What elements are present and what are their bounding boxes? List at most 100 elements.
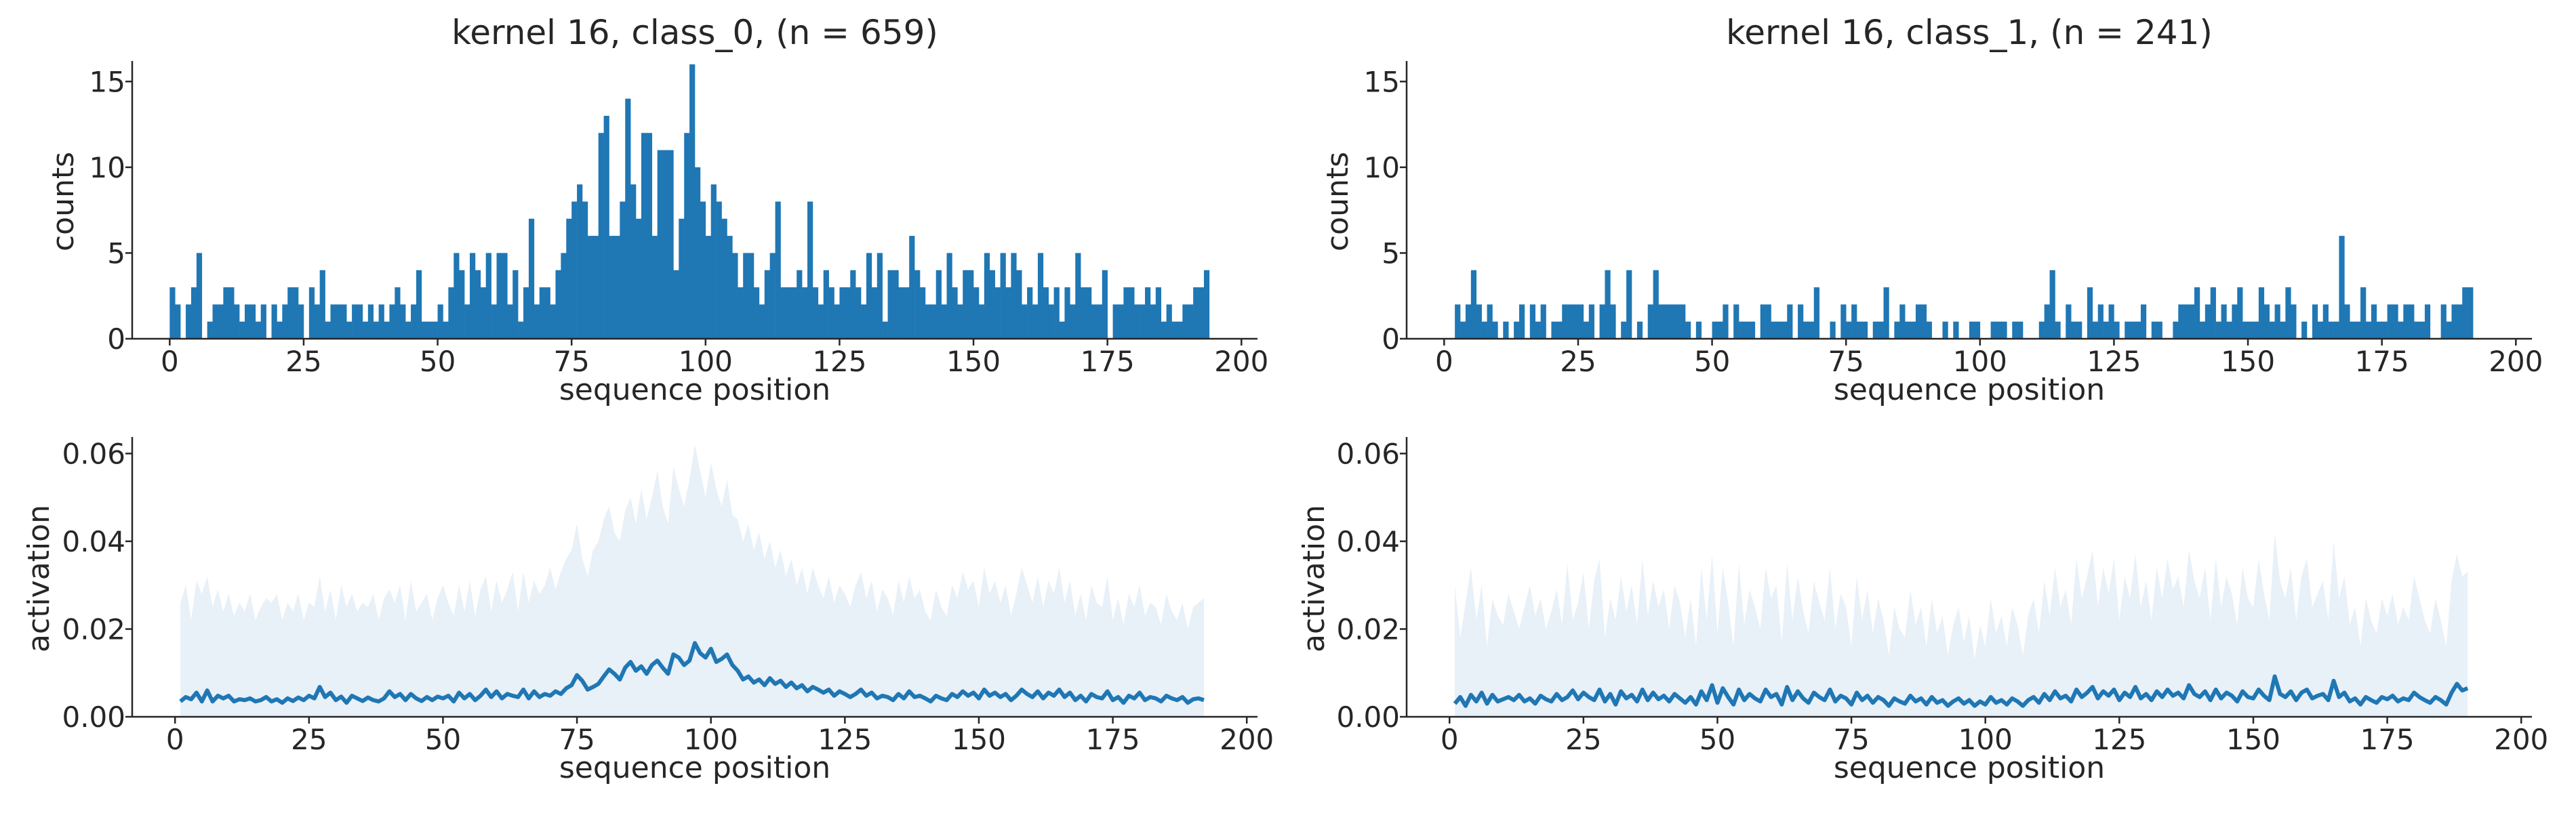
histogram-bar [1953, 321, 1959, 339]
histogram-bar [727, 236, 733, 339]
y-tick-label: 15 [1364, 65, 1400, 98]
histogram-bar [2291, 304, 2297, 339]
histogram-bar [491, 304, 497, 339]
histogram-bar [1857, 321, 1863, 339]
histogram-bar [1990, 321, 1996, 339]
x-axis-label: sequence position [1834, 373, 2105, 407]
x-axis-label: sequence position [559, 751, 830, 785]
histogram-bar [2237, 287, 2243, 339]
histogram-bar [1830, 321, 1836, 339]
histogram-bar [1905, 321, 1911, 339]
histogram-bar [2365, 321, 2372, 339]
histogram-bar [196, 253, 203, 339]
x-tick-label: 0 [1441, 723, 1459, 756]
histogram-bar [2446, 321, 2452, 339]
histogram-bar [1481, 321, 1487, 339]
histogram-bar [485, 253, 491, 339]
x-tick-label: 75 [1828, 345, 1864, 378]
histogram-bar [978, 304, 985, 339]
histogram-bar [475, 270, 481, 339]
histogram-bar [2274, 304, 2280, 339]
histogram-bar [2440, 304, 2447, 339]
histogram-bar [2462, 287, 2468, 339]
histogram-bar [1840, 304, 1847, 339]
y-tick-label: 0.06 [1336, 437, 1400, 470]
histogram-bar [245, 304, 251, 339]
histogram-bar [2409, 304, 2415, 339]
histogram-bar [405, 321, 411, 339]
histogram-bar [544, 287, 550, 339]
histogram-bar [1782, 321, 1788, 339]
x-tick-label: 100 [1958, 723, 2013, 756]
histogram-bar [437, 304, 443, 339]
histogram-bar [2189, 304, 2195, 339]
x-tick-label: 100 [684, 723, 738, 756]
histogram-bar [1171, 321, 1178, 339]
histogram-bar [673, 270, 679, 339]
histogram-bar [2183, 304, 2190, 339]
histogram-bar [2156, 321, 2162, 339]
x-tick-label: 125 [818, 723, 872, 756]
histogram-bar [2215, 321, 2221, 339]
x-axis-label: sequence position [559, 373, 830, 407]
histogram-bar [909, 236, 915, 339]
histogram-bar [362, 321, 369, 339]
histogram-bar [609, 236, 615, 339]
histogram-bar [2001, 321, 2007, 339]
histogram-bar [1081, 287, 1087, 339]
histogram-bar [1529, 304, 1536, 339]
histogram-bar [2468, 287, 2474, 339]
histogram-bar [534, 304, 540, 339]
histogram-bar [721, 218, 727, 339]
histogram-bar [1102, 270, 1108, 339]
activation-band [180, 444, 1204, 717]
histogram-bar [887, 270, 893, 339]
histogram-bar [1717, 321, 1723, 339]
histogram-bar [2360, 287, 2367, 339]
histogram-bar [989, 270, 995, 339]
histogram-bar [314, 304, 320, 339]
y-axis-label: counts [1321, 152, 1355, 251]
histogram-bar [925, 304, 931, 339]
histogram-bar [791, 287, 797, 339]
histogram-bar [2092, 321, 2099, 339]
histogram-bar [2312, 304, 2318, 339]
histogram-bar [1760, 304, 1766, 339]
histogram-bar [1043, 287, 1049, 339]
histogram-bar [1112, 304, 1119, 339]
histogram-bar [426, 321, 432, 339]
histogram-bar [1695, 321, 1702, 339]
histogram-bar [480, 287, 487, 339]
histogram-bar [914, 270, 921, 339]
histogram-bar [1053, 287, 1060, 339]
histogram-bar [743, 253, 749, 339]
x-tick-label: 175 [1085, 723, 1140, 756]
histogram-bar [1739, 321, 1745, 339]
y-tick-label: 10 [1364, 151, 1400, 184]
histogram-bar [807, 201, 813, 339]
histogram-bar [2178, 304, 2184, 339]
histogram-bar [223, 287, 229, 339]
histogram-bar [400, 304, 406, 339]
histogram-bar [1588, 304, 1594, 339]
y-tick-label: 10 [89, 151, 125, 184]
histogram-bar [432, 321, 438, 339]
histogram-bar [1188, 304, 1194, 339]
histogram-bar [325, 321, 331, 339]
histogram-bar [218, 304, 224, 339]
histogram-bar [416, 270, 422, 339]
histogram-bar [1011, 253, 1017, 339]
histogram-bar [577, 184, 583, 339]
histogram-bar [1621, 321, 1627, 339]
x-tick-label: 75 [1833, 723, 1869, 756]
histogram-bar [496, 253, 502, 339]
histogram-bar [818, 304, 824, 339]
histogram-bar [1685, 321, 1691, 339]
histogram-bar [1915, 304, 1922, 339]
histogram-bar [646, 133, 653, 339]
histogram-bar [1894, 321, 1900, 339]
histogram-bar [352, 304, 358, 339]
histogram-bar [1134, 304, 1140, 339]
histogram-bar [1899, 304, 1906, 339]
histogram-bar [786, 287, 792, 339]
